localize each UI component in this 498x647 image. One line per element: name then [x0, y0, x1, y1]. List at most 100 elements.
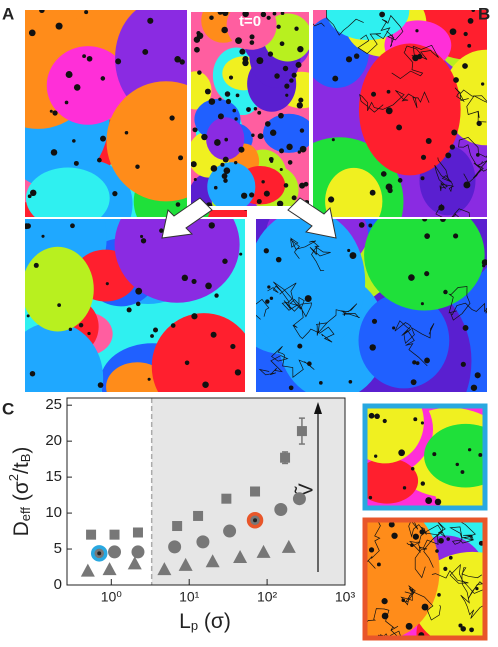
- particle: [68, 327, 73, 332]
- particle: [267, 51, 274, 57]
- particle: [382, 418, 387, 424]
- particle: [374, 454, 378, 458]
- trajectory: [290, 237, 331, 272]
- shaded-region: [151, 398, 345, 585]
- particle: [481, 259, 487, 266]
- particle: [283, 183, 289, 188]
- particle: [239, 48, 246, 55]
- particle: [235, 93, 240, 98]
- particle: [214, 139, 221, 146]
- particle: [453, 77, 459, 83]
- particle: [223, 167, 231, 175]
- particle: [371, 91, 377, 97]
- particle: [33, 262, 39, 268]
- particle: [424, 233, 430, 239]
- particle: [385, 107, 393, 115]
- y-tick-label: 0: [54, 576, 62, 593]
- x_label: Lp (σ): [179, 610, 231, 634]
- particle: [209, 15, 214, 20]
- particle: [194, 46, 200, 53]
- particle: [368, 547, 375, 553]
- particle: [410, 466, 415, 471]
- grain: [358, 292, 450, 389]
- particle: [471, 10, 476, 13]
- particle: [285, 93, 289, 97]
- particle: [272, 12, 277, 16]
- particle: [287, 160, 293, 165]
- particle: [297, 45, 304, 53]
- particle: [443, 289, 448, 295]
- particle: [140, 238, 147, 244]
- particle: [112, 190, 118, 197]
- particle: [279, 148, 284, 154]
- particle: [234, 369, 242, 376]
- particle: [70, 223, 75, 229]
- particle: [420, 302, 424, 306]
- particle: [55, 22, 63, 30]
- highlight-dot: [97, 551, 102, 556]
- marker: [157, 562, 172, 576]
- particle: [460, 626, 466, 632]
- highlight-ring: [246, 512, 264, 529]
- particle: [191, 278, 197, 284]
- particle: [218, 97, 222, 101]
- particle: [446, 537, 451, 541]
- particle: [381, 598, 388, 605]
- particle: [238, 146, 245, 153]
- x-tick-label: 10²: [257, 589, 278, 605]
- y-tick-label: 5: [54, 540, 62, 557]
- particle: [100, 76, 106, 81]
- y-tick-label: 20: [45, 432, 62, 449]
- particle: [257, 110, 262, 115]
- particle: [331, 138, 335, 142]
- particle: [84, 10, 89, 15]
- particle: [29, 370, 36, 377]
- trajectory: [367, 608, 401, 636]
- particle: [405, 622, 413, 630]
- particle: [208, 98, 216, 105]
- particle: [39, 10, 45, 14]
- particle: [78, 322, 84, 328]
- particle: [424, 357, 430, 364]
- marker: [127, 556, 142, 570]
- particle: [469, 627, 474, 633]
- trajectory: [460, 567, 483, 619]
- particle: [263, 190, 270, 197]
- label-part: 2: [6, 474, 21, 481]
- particle: [282, 65, 289, 72]
- particle: [49, 109, 53, 113]
- particle: [100, 135, 106, 142]
- particle: [269, 129, 277, 136]
- particle: [73, 160, 79, 166]
- particle: [299, 128, 305, 133]
- particle: [392, 326, 396, 330]
- particle: [97, 382, 104, 388]
- particle: [463, 181, 471, 189]
- trajectory: [414, 522, 446, 579]
- particle: [280, 12, 285, 16]
- marker: [274, 502, 288, 516]
- particle: [82, 54, 87, 59]
- particle: [368, 495, 373, 500]
- marker: [178, 557, 193, 571]
- particle: [380, 171, 387, 177]
- panel-label: C: [2, 399, 14, 418]
- particle: [147, 17, 154, 24]
- particle: [451, 129, 458, 136]
- trajectory: [454, 87, 487, 123]
- particle: [256, 57, 264, 65]
- grain: [25, 246, 94, 332]
- label-part: (σ): [198, 610, 231, 633]
- arrow: [287, 197, 337, 239]
- particle: [221, 173, 228, 179]
- image-panel: [256, 219, 487, 392]
- particle: [193, 178, 197, 182]
- grain: [367, 408, 424, 464]
- particle: [30, 189, 37, 197]
- particle: [86, 55, 93, 62]
- particle: [213, 185, 218, 190]
- trajectory: [391, 44, 439, 80]
- marker: [205, 554, 220, 568]
